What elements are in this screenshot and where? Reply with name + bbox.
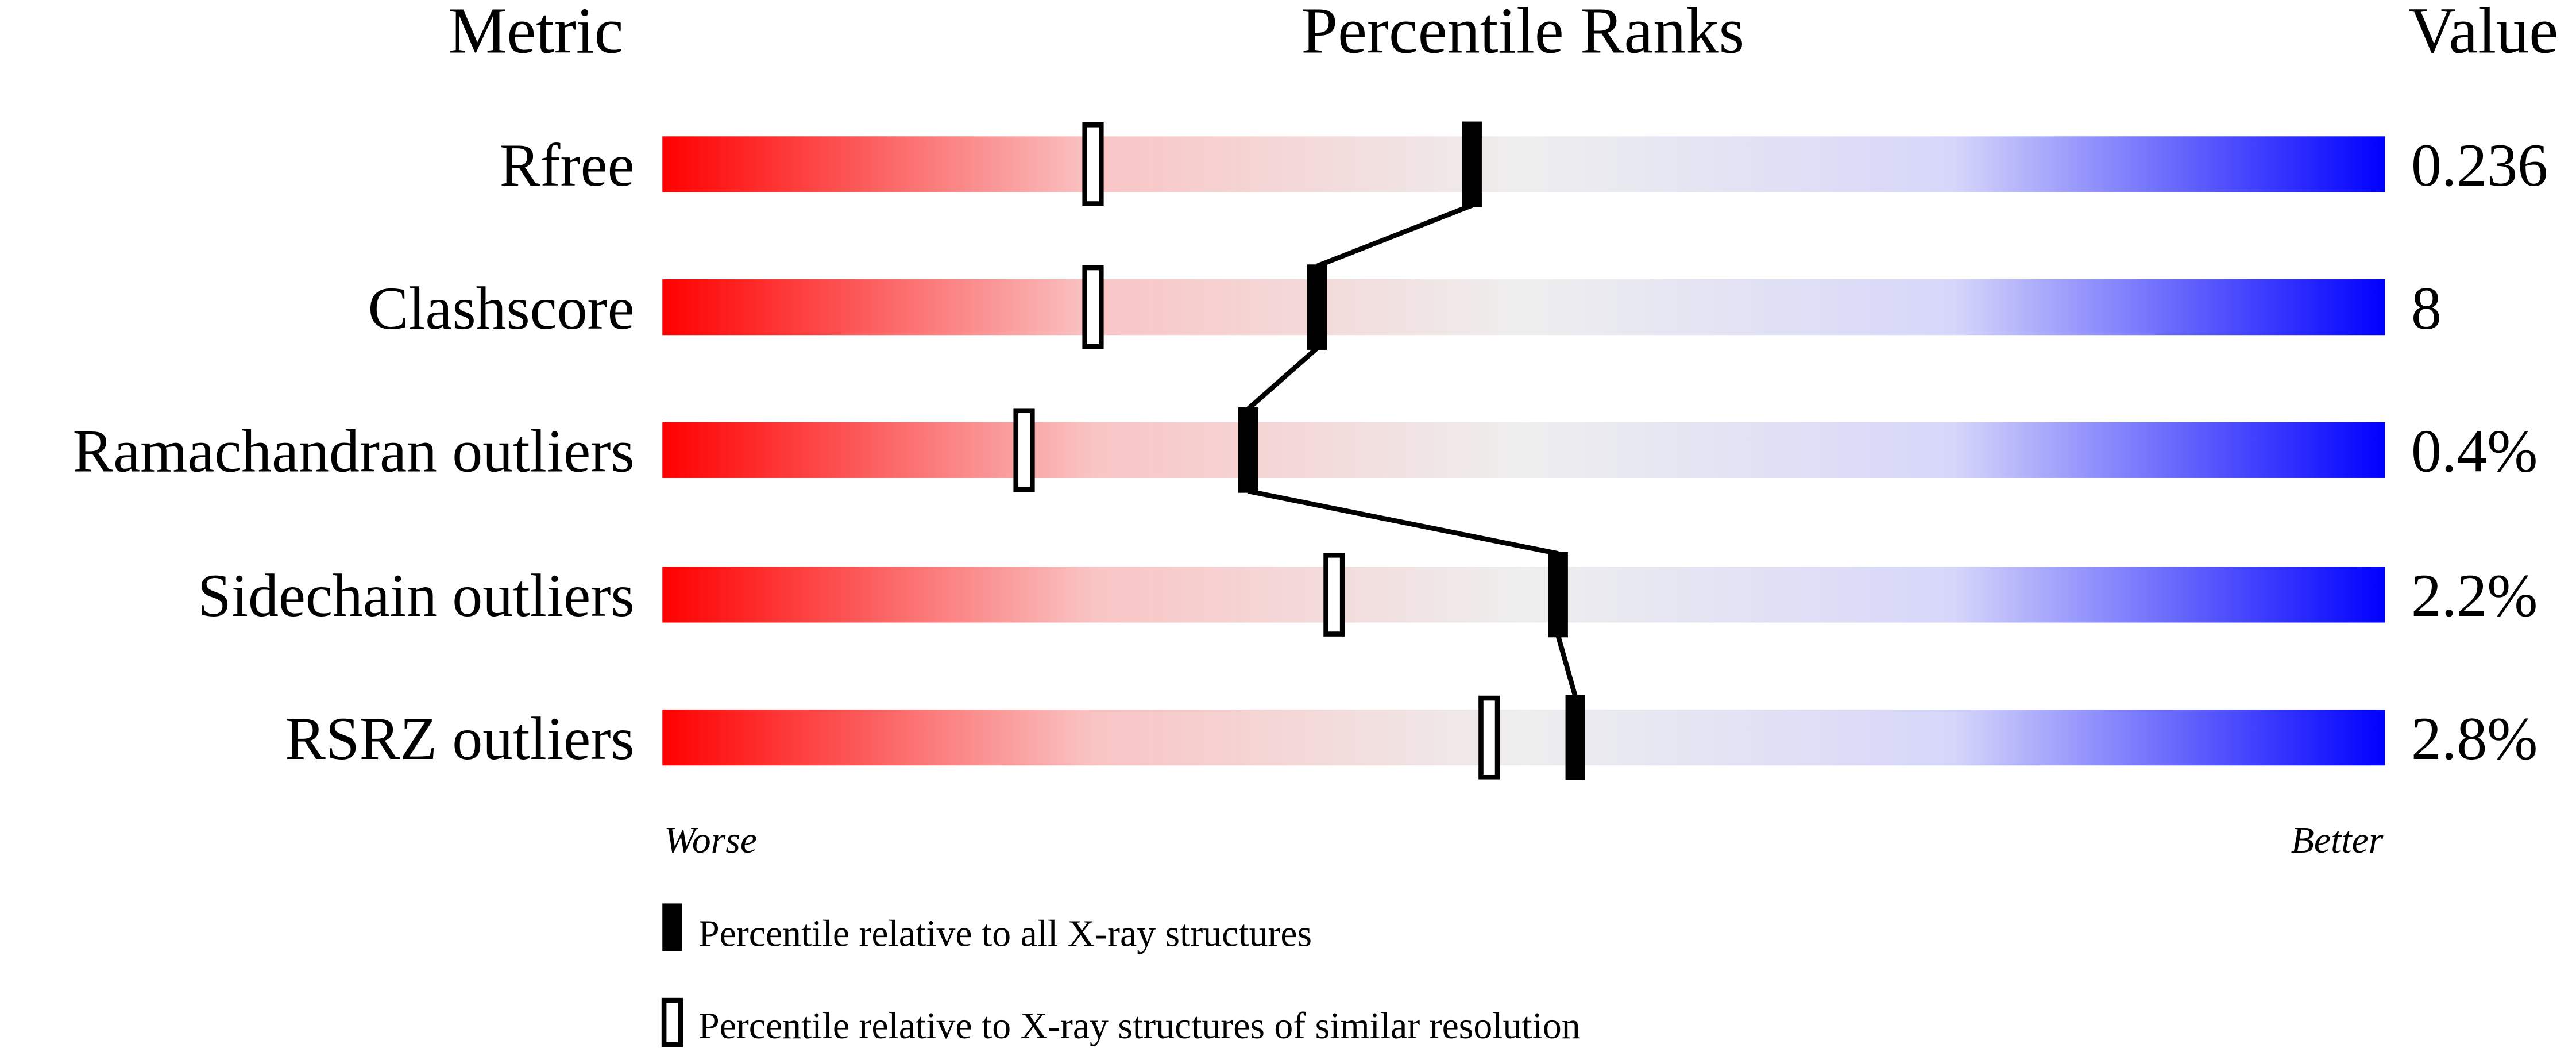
- percentile-bar: [662, 136, 2385, 192]
- metric-value: 0.236: [2411, 132, 2548, 199]
- metric-label: Ramachandran outliers: [73, 418, 635, 485]
- all-structures-marker: [1565, 695, 1585, 780]
- connector-line: [1555, 635, 1578, 698]
- header-percentile-ranks: Percentile Ranks: [1301, 0, 1745, 67]
- legend-open-marker: [661, 997, 683, 1047]
- connector-line: [1316, 203, 1473, 269]
- all-structures-marker: [1307, 264, 1327, 350]
- metric-label: RSRZ outliers: [285, 705, 634, 772]
- worse-label: Worse: [664, 819, 757, 861]
- similar-resolution-marker: [1478, 695, 1500, 780]
- metric-value: 2.2%: [2411, 562, 2538, 629]
- header-metric: Metric: [449, 0, 624, 67]
- all-structures-marker: [1548, 552, 1568, 638]
- legend-all-label: Percentile relative to all X-ray structu…: [698, 913, 1312, 955]
- similar-resolution-marker: [1323, 553, 1345, 637]
- legend-similar-label: Percentile relative to X-ray structures …: [698, 1005, 1581, 1047]
- connector-line: [1248, 488, 1559, 556]
- similar-resolution-marker: [1013, 408, 1035, 492]
- legend-filled-marker: [662, 903, 682, 951]
- metric-value: 8: [2411, 275, 2442, 342]
- percentile-bar: [662, 710, 2385, 766]
- metric-value: 0.4%: [2411, 418, 2538, 485]
- metric-label: Sidechain outliers: [198, 562, 635, 629]
- metric-label: Rfree: [500, 132, 635, 199]
- similar-resolution-marker: [1082, 265, 1104, 349]
- metric-label: Clashscore: [368, 275, 635, 342]
- header-value: Value: [2409, 0, 2558, 67]
- all-structures-marker: [1238, 407, 1258, 493]
- percentile-bar: [662, 567, 2385, 623]
- similar-resolution-marker: [1082, 122, 1104, 206]
- better-label: Better: [2291, 819, 2384, 861]
- percentile-bar: [662, 422, 2385, 478]
- metric-value: 2.8%: [2411, 705, 2538, 772]
- connector-line: [1246, 346, 1319, 411]
- percentile-bar: [662, 279, 2385, 336]
- all-structures-marker: [1462, 121, 1482, 207]
